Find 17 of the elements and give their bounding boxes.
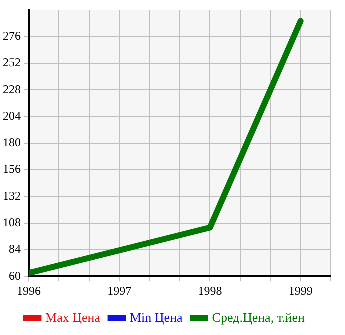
y-tick-label: 156 <box>3 162 21 176</box>
legend-label: Min Цена <box>130 310 184 325</box>
y-tick-label: 276 <box>3 28 21 43</box>
y-tick-label: 108 <box>3 215 21 230</box>
x-tick-label: 1999 <box>288 284 313 298</box>
y-tick-label: 180 <box>3 136 21 150</box>
x-tick-label: 1998 <box>198 284 222 298</box>
legend-label: Сред.Цена, т.йен <box>212 310 306 325</box>
legend-label: Max Цена <box>46 310 101 325</box>
y-tick-label: 60 <box>9 268 21 283</box>
x-tick-label: 1996 <box>17 284 41 298</box>
y-tick-label: 204 <box>3 108 21 123</box>
y-tick-label: 84 <box>9 242 21 256</box>
y-tick-label: 132 <box>3 188 21 203</box>
x-tick-label: 1997 <box>108 284 132 298</box>
y-tick-label: 228 <box>3 82 21 96</box>
y-tick-label: 252 <box>3 56 21 70</box>
